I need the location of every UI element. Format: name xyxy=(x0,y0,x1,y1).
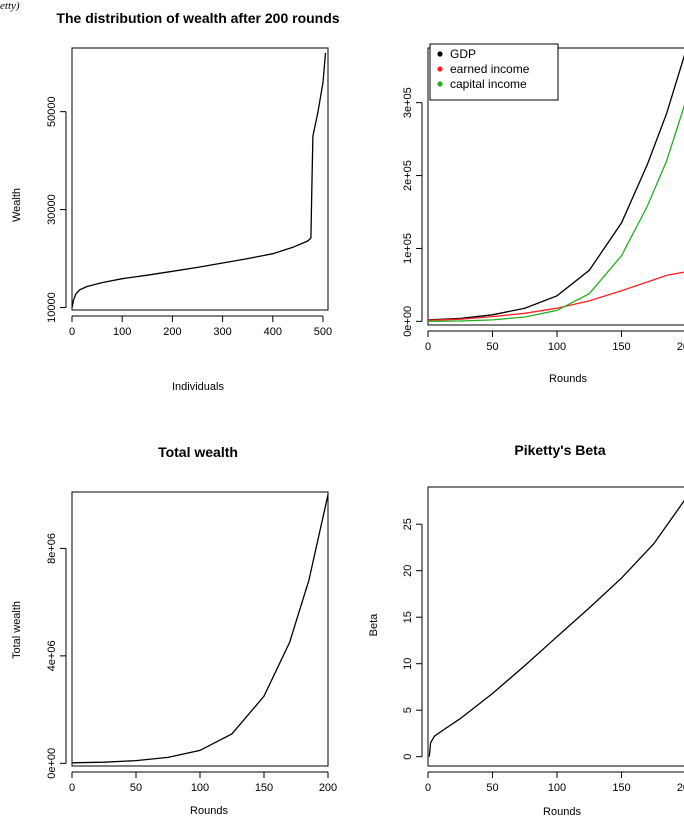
x-axis-label: Rounds xyxy=(543,806,581,818)
y-tick-label: 2e+05 xyxy=(402,160,414,191)
x-tick-label: 200 xyxy=(319,782,337,794)
x-tick-label: 50 xyxy=(486,341,498,353)
x-tick-label: 0 xyxy=(425,782,431,794)
x-tick-label: 150 xyxy=(255,782,273,794)
series-line-1 xyxy=(427,54,684,321)
x-axis: 0 50 100 150 200 xyxy=(425,330,684,353)
plot-frame xyxy=(71,491,329,767)
y-tick-label: 5 xyxy=(402,707,414,713)
legend-marker xyxy=(437,51,443,57)
cropped-caption-fragment: etty) xyxy=(0,0,20,12)
series-line-1 xyxy=(71,494,329,764)
y-tick-label: 4e+06 xyxy=(46,640,58,671)
y-axis-label: Total wealth xyxy=(11,601,23,659)
x-tick-label: 100 xyxy=(191,782,209,794)
y-tick-label: 3e+05 xyxy=(402,87,414,118)
series-line-2 xyxy=(427,271,684,321)
legend-marker xyxy=(437,66,443,72)
x-tick-label: 400 xyxy=(264,326,282,338)
x-tick-label: 150 xyxy=(612,782,630,794)
legend-box xyxy=(429,43,559,101)
x-tick-label: 200 xyxy=(163,326,181,338)
plot-frame xyxy=(71,47,329,311)
x-axis-label: Individuals xyxy=(172,381,224,393)
chart-title: The distribution of wealth after 200 rou… xyxy=(56,10,339,26)
y-tick-label: 0e+00 xyxy=(46,748,58,779)
y-tick-label: 0 xyxy=(402,754,414,760)
plot-frame xyxy=(427,486,684,767)
x-tick-label: 150 xyxy=(612,341,630,353)
panel-4: 0 50 100 150 200 0 5 10 15 20 25 Piketty's Beta Roun… xyxy=(368,442,684,818)
panel-1: 0 100 200 300 400 500 10000 30000 50000 The distr… xyxy=(11,10,340,393)
y-tick-label: 15 xyxy=(402,611,414,623)
x-axis: 0 50 100 150 200 xyxy=(69,771,337,794)
y-tick-label: 1e+05 xyxy=(402,233,414,264)
x-tick-label: 100 xyxy=(548,341,566,353)
x-axis: 0 50 100 150 200 xyxy=(425,771,684,794)
series-line-1 xyxy=(428,499,684,757)
chart-title: Piketty's Beta xyxy=(514,442,605,458)
x-tick-label: 100 xyxy=(548,782,566,794)
legend-label: GDP xyxy=(450,47,476,61)
y-tick-label: 8e+06 xyxy=(46,533,58,564)
legend-label: capital income xyxy=(450,77,527,91)
series-line-3 xyxy=(427,104,684,323)
chart-title: Total wealth xyxy=(158,444,238,460)
y-tick-label: 10 xyxy=(402,658,414,670)
panel-2: 0 50 100 150 200 0e+00 1e+05 2e+05 3e+05 Rounds GD… xyxy=(402,43,684,385)
x-tick-label: 0 xyxy=(69,326,75,338)
y-tick-label: 30000 xyxy=(46,194,58,225)
x-axis-label: Rounds xyxy=(190,805,228,817)
x-tick-label: 50 xyxy=(130,782,142,794)
x-tick-label: 200 xyxy=(677,341,684,353)
y-tick-label: 0e+00 xyxy=(402,306,414,337)
panel-3: 0 50 100 150 200 0e+00 4e+06 8e+06 Total wealth R… xyxy=(11,444,337,817)
y-axis-label: Wealth xyxy=(11,188,23,222)
y-axis: 0e+00 1e+05 2e+05 3e+05 xyxy=(402,87,423,337)
legend-marker xyxy=(437,81,443,87)
y-tick-label: 25 xyxy=(402,518,414,530)
legend-label: earned income xyxy=(450,62,530,76)
x-axis: 0 100 200 300 400 500 xyxy=(69,315,332,338)
y-tick-label: 10000 xyxy=(46,292,58,323)
x-tick-label: 0 xyxy=(69,782,75,794)
x-tick-label: 500 xyxy=(314,326,332,338)
x-tick-label: 200 xyxy=(677,782,684,794)
y-axis: 0 5 10 15 20 25 xyxy=(402,518,423,760)
series-line-1 xyxy=(71,52,327,308)
x-tick-label: 50 xyxy=(486,782,498,794)
x-axis-label: Rounds xyxy=(549,373,587,385)
y-axis: 0e+00 4e+06 8e+06 xyxy=(46,533,67,779)
y-tick-label: 20 xyxy=(402,565,414,577)
x-tick-label: 100 xyxy=(113,326,131,338)
x-tick-label: 300 xyxy=(213,326,231,338)
x-tick-label: 0 xyxy=(425,341,431,353)
y-axis: 10000 30000 50000 xyxy=(46,96,67,323)
y-axis-label: Beta xyxy=(368,613,380,637)
y-tick-label: 50000 xyxy=(46,96,58,127)
